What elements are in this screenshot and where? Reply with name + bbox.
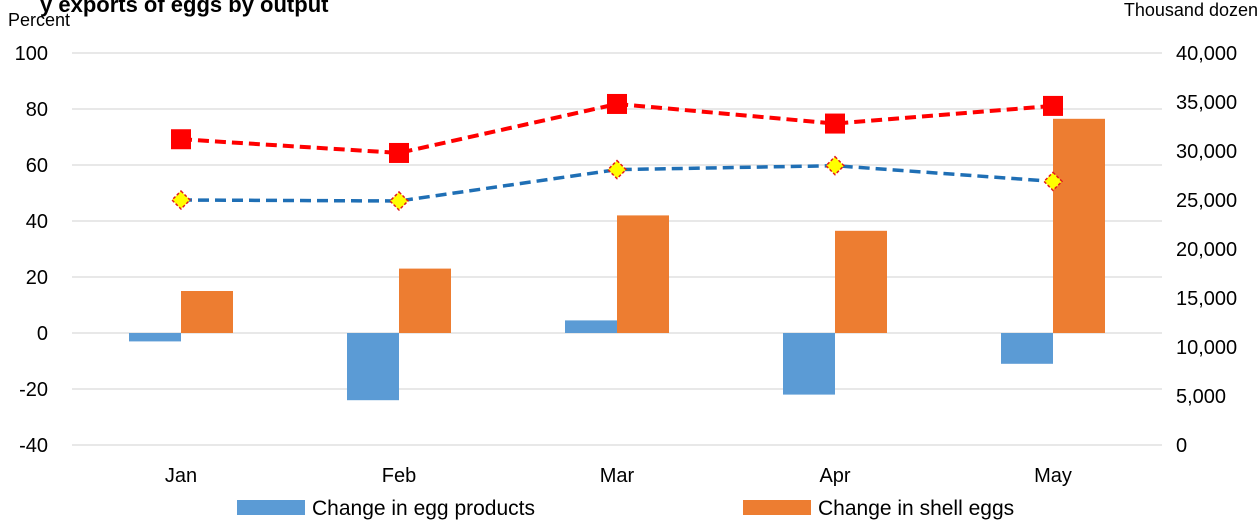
legend-label: Change in egg products (312, 497, 535, 520)
right-tick-label: 5,000 (1176, 386, 1226, 408)
point-marker (388, 190, 410, 212)
right-tick-label: 40,000 (1176, 43, 1237, 65)
bar (1053, 118, 1105, 333)
right-tick-label: 15,000 (1176, 288, 1237, 310)
bar (129, 333, 181, 342)
chart-title: y exports of eggs by output (40, 0, 329, 17)
bar (399, 268, 451, 333)
bar (181, 291, 233, 333)
point-marker (389, 142, 409, 163)
point-marker (824, 155, 846, 176)
x-tick-label: Mar (600, 465, 635, 487)
lines (170, 93, 1064, 212)
right-tick-label: 10,000 (1176, 337, 1237, 359)
right-tick-label: 25,000 (1176, 190, 1237, 212)
point-marker (606, 159, 628, 180)
left-tick-label: 100 (15, 43, 48, 65)
x-tick-label: Apr (819, 465, 850, 487)
x-axis-ticks: Jan Feb Mar Apr May (165, 465, 1072, 487)
bar (783, 333, 835, 395)
x-tick-label: May (1034, 465, 1072, 487)
legend-swatch (237, 500, 305, 515)
point-marker (1043, 95, 1063, 116)
point-marker (170, 189, 192, 211)
left-tick-label: -20 (19, 379, 48, 401)
point-marker (607, 93, 627, 114)
legend-label: Change in shell eggs (818, 497, 1014, 520)
left-tick-label: 20 (26, 267, 48, 289)
left-tick-label: 60 (26, 155, 48, 177)
series-line (180, 163, 1054, 203)
point-marker (825, 113, 845, 134)
legend-swatch (743, 500, 811, 515)
left-axis-ticks: -40 -20 0 20 40 60 80 100 (15, 43, 48, 457)
right-tick-label: 35,000 (1176, 92, 1237, 114)
left-axis-title: Percent (8, 10, 70, 30)
bar (565, 320, 617, 333)
series-line (180, 101, 1054, 155)
left-tick-label: 0 (37, 323, 48, 345)
bar (835, 230, 887, 333)
point-marker (171, 129, 191, 150)
bar (617, 215, 669, 333)
bar (347, 333, 399, 401)
right-axis-ticks: 0 5,000 10,000 15,000 20,000 25,000 30,000 35,0… (1176, 43, 1237, 457)
x-tick-label: Feb (382, 465, 416, 487)
legend: Change in egg products Change in shell eg… (237, 497, 1014, 520)
bar (1001, 333, 1053, 364)
right-tick-label: 30,000 (1176, 141, 1237, 163)
right-tick-label: 20,000 (1176, 239, 1237, 261)
right-tick-label: 0 (1176, 435, 1187, 457)
right-axis-title: Thousand dozen (1124, 0, 1258, 20)
bars (129, 118, 1105, 401)
left-tick-label: 40 (26, 211, 48, 233)
left-tick-label: 80 (26, 99, 48, 121)
point-marker (1042, 171, 1064, 192)
left-tick-label: -40 (19, 435, 48, 457)
x-tick-label: Jan (165, 465, 197, 487)
